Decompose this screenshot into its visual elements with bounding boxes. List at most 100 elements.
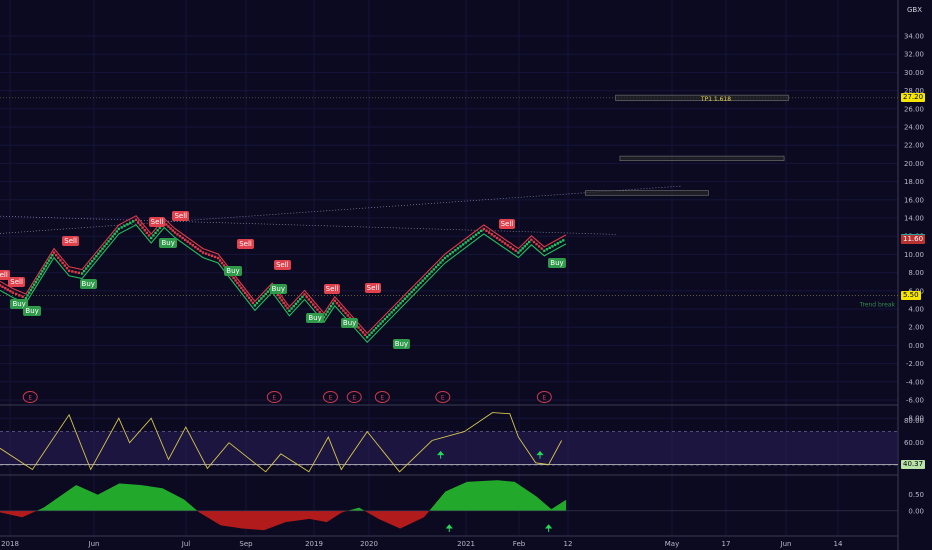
histogram-bar (300, 510, 302, 521)
earnings-icon[interactable] (22, 391, 38, 403)
sell-signal-label: Sell (8, 276, 25, 287)
earnings-icon[interactable] (322, 391, 338, 403)
histogram-bar (112, 486, 114, 511)
histogram-bar (505, 480, 507, 511)
histogram-bar (248, 510, 250, 530)
price-brick (115, 230, 118, 233)
histogram-bar (47, 504, 49, 511)
histogram-bar (391, 510, 393, 525)
histogram-bar (543, 502, 545, 511)
histogram-bar (94, 493, 96, 511)
histogram-bar (213, 510, 215, 521)
target-zone[interactable] (585, 190, 709, 196)
buy-signal-label: Buy (23, 305, 41, 316)
price-brick (495, 236, 499, 240)
histogram-bar (279, 510, 281, 525)
histogram-bar (413, 510, 415, 523)
target-zone[interactable] (619, 155, 785, 161)
price-brick (165, 223, 168, 226)
histogram-bar (341, 510, 343, 513)
histogram-bar (308, 510, 310, 520)
histogram-bar (457, 486, 459, 511)
histogram-bar (356, 508, 358, 511)
target-zone[interactable] (615, 94, 789, 101)
histogram-bar (106, 490, 108, 511)
histogram-bar (344, 510, 346, 512)
histogram-bar (129, 484, 131, 511)
histogram-bar (502, 480, 504, 511)
price-tag: 11.60 (901, 235, 926, 245)
earnings-icon[interactable] (374, 391, 390, 403)
histogram-bar (128, 484, 130, 511)
histogram-bar (44, 507, 46, 511)
histogram-bar (339, 510, 341, 514)
price-brick (51, 254, 54, 257)
price-brick (141, 226, 144, 229)
buy-signal-label: Buy (392, 339, 411, 350)
histogram-bar (244, 510, 246, 529)
price-tick-label: 28.00 (904, 87, 924, 95)
histogram-bar (465, 482, 467, 511)
histogram-bar (515, 482, 517, 511)
histogram-bar (406, 510, 408, 526)
histogram-bar (511, 481, 513, 511)
histogram-bar (444, 492, 446, 511)
histogram-bar (412, 510, 414, 523)
price-brick (517, 251, 520, 254)
earnings-icon[interactable] (266, 391, 282, 403)
histogram-bar (108, 489, 110, 511)
histogram-bar (184, 499, 186, 511)
histogram-bar (282, 510, 284, 524)
histogram-bar (459, 485, 461, 511)
histogram-bar (329, 510, 331, 521)
price-brick (220, 261, 224, 265)
price-brick (419, 281, 422, 285)
price-brick (264, 292, 267, 296)
price-brick (109, 237, 112, 241)
histogram-bar (237, 510, 239, 528)
histogram-bar (188, 503, 190, 511)
buy-signal-label: Buy (306, 313, 324, 324)
histogram-bar (278, 510, 280, 525)
price-brick (370, 331, 373, 334)
price-brick (167, 225, 170, 228)
earnings-icon[interactable] (536, 391, 552, 403)
histogram-bar (53, 500, 55, 511)
histogram-bar (70, 488, 72, 511)
histogram-bar (152, 486, 154, 511)
histogram-bar (34, 510, 36, 512)
histogram-bar (507, 481, 509, 511)
price-brick (204, 252, 208, 255)
histogram-bar (490, 480, 492, 511)
earnings-icon[interactable] (346, 391, 362, 403)
histogram-bar (59, 496, 61, 511)
price-brick (439, 261, 442, 264)
histogram-bar (193, 507, 195, 511)
histogram-bar (185, 500, 187, 511)
price-brick (430, 270, 433, 273)
histogram-bar (75, 485, 77, 511)
price-brick (432, 268, 436, 271)
price-brick (540, 247, 543, 250)
trendline[interactable] (0, 215, 616, 235)
histogram-bar (104, 491, 106, 511)
histogram-bar (225, 510, 227, 527)
histogram-bar (18, 510, 20, 517)
price-brick (482, 227, 486, 231)
price-brick (61, 261, 64, 265)
price-brick (421, 279, 424, 282)
price-brick (32, 283, 36, 286)
histogram-bar (2, 510, 4, 513)
histogram-bar (291, 510, 293, 522)
price-brick (3, 287, 7, 290)
histogram-bar (489, 480, 491, 511)
price-brick (377, 324, 380, 328)
price-brick (469, 237, 473, 240)
earnings-icon[interactable] (435, 391, 451, 403)
histogram-bar (145, 485, 147, 511)
histogram-bar (203, 510, 205, 515)
histogram-bar (305, 510, 307, 520)
price-brick (480, 229, 483, 233)
histogram-bar (153, 486, 155, 511)
